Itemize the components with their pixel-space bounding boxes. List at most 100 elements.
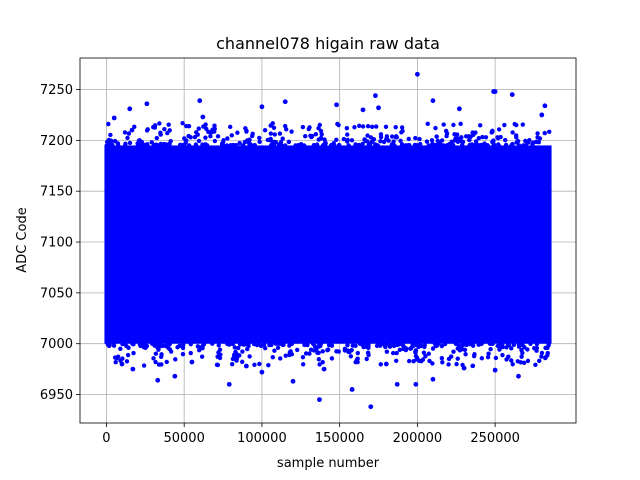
data-point (397, 347, 403, 353)
data-point (209, 130, 214, 135)
data-point (491, 138, 496, 144)
data-point (353, 142, 358, 147)
data-point (118, 346, 123, 352)
data-point (197, 348, 202, 353)
data-point (381, 139, 387, 145)
data-point (257, 139, 262, 145)
data-point (441, 143, 446, 148)
data-point (456, 343, 462, 348)
data-point (237, 140, 242, 146)
data-point (181, 342, 186, 348)
data-point (399, 125, 405, 130)
data-point (153, 359, 158, 365)
data-point (188, 350, 193, 356)
data-point (336, 142, 342, 148)
data-point (365, 124, 371, 129)
y-tick-label: 7150 (40, 185, 73, 200)
data-point (341, 136, 347, 142)
outlier-point (461, 365, 467, 371)
data-point (535, 131, 540, 136)
data-point (301, 143, 307, 148)
data-point (162, 126, 167, 132)
data-point (295, 143, 301, 148)
data-point (460, 142, 465, 148)
data-point (345, 342, 350, 348)
data-point (352, 125, 357, 130)
data-point (532, 346, 537, 351)
data-point (349, 138, 355, 143)
data-point (523, 143, 529, 148)
data-point (363, 138, 368, 144)
data-point (115, 354, 121, 359)
data-point (257, 361, 262, 367)
data-point (485, 143, 490, 148)
data-point (459, 135, 464, 140)
outlier-point (509, 92, 515, 98)
plot-frame (79, 57, 577, 424)
data-point (520, 122, 525, 127)
data-point (512, 121, 517, 127)
data-point (455, 139, 461, 145)
data-point (451, 349, 456, 354)
data-point (421, 350, 427, 355)
data-point (194, 130, 199, 135)
data-point (520, 342, 525, 348)
data-point (393, 124, 398, 130)
data-point (200, 345, 205, 351)
data-point (366, 143, 371, 148)
data-point (390, 350, 396, 356)
data-point (430, 361, 435, 366)
data-point (509, 346, 514, 351)
data-point (493, 355, 499, 361)
data-point (184, 123, 189, 129)
data-point (334, 349, 339, 354)
data-point (477, 341, 482, 346)
outlier-point (492, 89, 498, 94)
data-point (158, 141, 163, 147)
x-axis: 0 50000 100000 150000 200000 250000 (102, 423, 520, 446)
data-point (504, 345, 509, 350)
data-point (188, 341, 194, 347)
data-point (215, 134, 221, 139)
data-point (303, 351, 309, 356)
outlier-point (197, 98, 203, 104)
data-point (472, 352, 477, 357)
data-point (266, 362, 271, 368)
data-point (420, 357, 426, 362)
data-point (486, 351, 491, 356)
data-point (378, 362, 383, 367)
data-point (357, 123, 362, 128)
data-point (157, 121, 162, 126)
data-point (542, 130, 547, 136)
data-point (439, 138, 445, 143)
data-point (481, 143, 486, 148)
data-point (449, 354, 454, 359)
data-point (434, 134, 439, 139)
data-point (125, 135, 130, 141)
data-point (383, 124, 389, 129)
data-point (446, 362, 451, 367)
data-point (450, 142, 456, 148)
data-point (158, 132, 163, 137)
data-point (164, 359, 169, 365)
data-point (411, 358, 416, 364)
data-point (232, 345, 238, 350)
data-point (433, 343, 439, 349)
data-point (355, 350, 361, 356)
data-point (167, 141, 172, 146)
data-point (272, 132, 277, 137)
data-point (344, 126, 350, 131)
data-point (287, 352, 292, 358)
data-point (514, 140, 519, 145)
data-point (145, 127, 150, 132)
data-point (440, 360, 445, 365)
outlier-point (200, 114, 206, 120)
data-point (452, 132, 457, 137)
data-point (470, 130, 475, 135)
data-point (513, 133, 519, 138)
data-point (234, 356, 240, 361)
data-point (316, 344, 322, 349)
data-point (422, 342, 427, 348)
outlier-point (111, 115, 117, 121)
data-point (498, 134, 503, 140)
